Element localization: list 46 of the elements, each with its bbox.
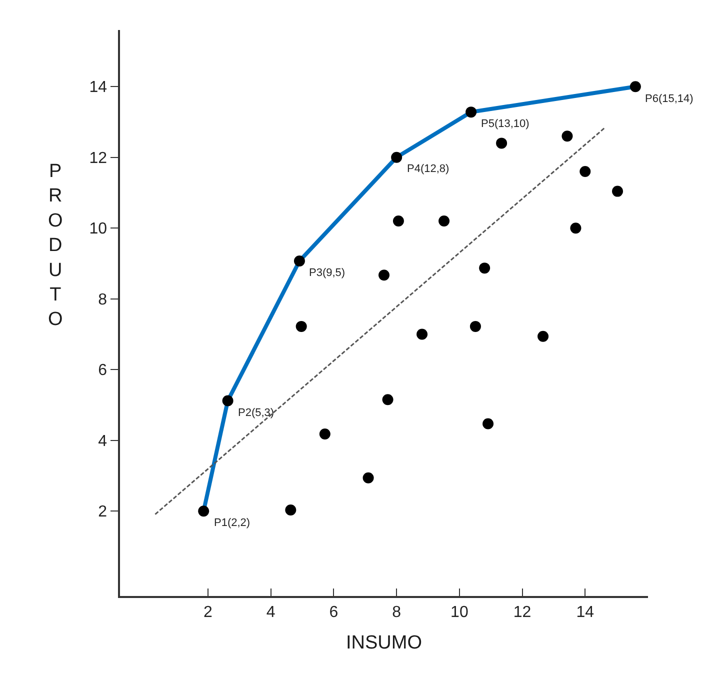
x-tick-label: 8 xyxy=(392,604,402,621)
point xyxy=(416,328,428,340)
point xyxy=(319,428,330,440)
annotation: P5(13,10) xyxy=(481,118,530,130)
annotation: P3(9,5) xyxy=(309,267,346,279)
point xyxy=(296,320,307,332)
y-tick-label: 4 xyxy=(98,432,108,450)
point xyxy=(570,222,582,234)
point xyxy=(630,81,641,92)
point xyxy=(482,418,494,430)
y-tick-label: 6 xyxy=(98,362,108,380)
x-tick-label: 6 xyxy=(329,604,338,621)
annotation: P1(2,2) xyxy=(214,517,250,529)
point xyxy=(479,262,490,274)
y-tick-label: 2 xyxy=(98,504,108,521)
point xyxy=(580,166,591,177)
annotation: P4(12,8) xyxy=(407,163,450,175)
point xyxy=(538,330,549,342)
x-tick-label: 2 xyxy=(204,604,213,621)
y-tick-label: 12 xyxy=(89,150,108,167)
x-tick-label: 10 xyxy=(450,604,468,621)
point xyxy=(470,320,481,332)
y-tick-label: 10 xyxy=(89,220,108,238)
point xyxy=(378,270,390,281)
x-tick-label: 12 xyxy=(513,604,532,621)
annotation: P2(5,3) xyxy=(238,407,274,419)
point xyxy=(466,106,477,118)
point xyxy=(438,216,450,227)
x-axis-title: INSUMO xyxy=(346,632,422,654)
point xyxy=(392,216,404,227)
y-tick-label: 14 xyxy=(89,79,108,96)
point xyxy=(612,186,624,197)
point xyxy=(285,504,296,516)
point xyxy=(198,506,210,517)
y-tick-label: 8 xyxy=(98,291,108,308)
point xyxy=(294,256,305,266)
point xyxy=(382,394,394,406)
x-tick-label: 4 xyxy=(266,604,276,621)
point xyxy=(391,152,402,163)
point xyxy=(362,472,374,484)
point xyxy=(222,395,234,406)
point xyxy=(496,138,508,149)
x-tick-label: 14 xyxy=(576,604,594,621)
point xyxy=(562,130,573,142)
y-axis-title: PRODUTO xyxy=(48,161,63,330)
annotation: P6(15,14) xyxy=(645,93,694,105)
